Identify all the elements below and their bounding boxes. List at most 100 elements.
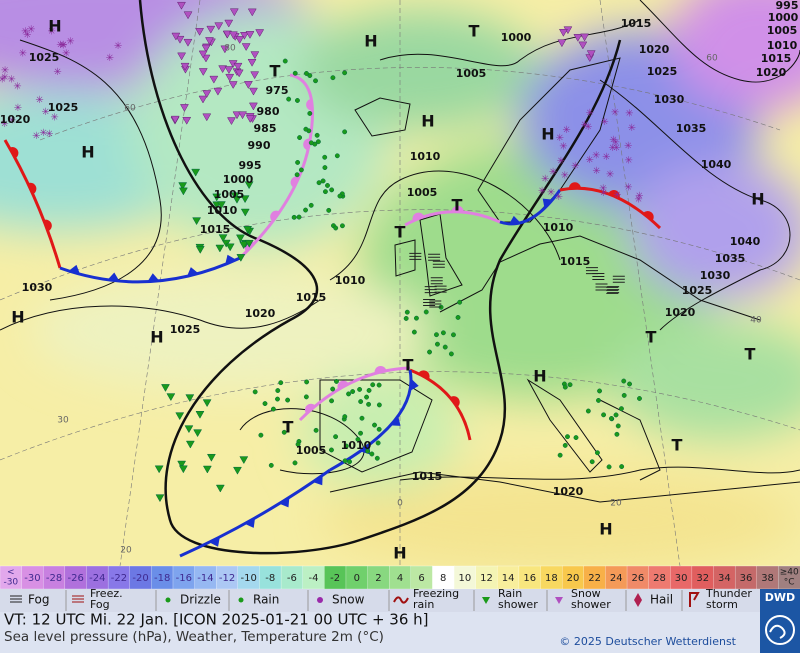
rain-symbol — [329, 398, 335, 404]
snow-symbol: ✳ — [635, 191, 643, 202]
isobar-label: 1025 — [170, 323, 201, 336]
shower-symbol — [177, 460, 187, 469]
front-semicircle — [304, 403, 316, 414]
scale-label: -28 — [46, 573, 62, 584]
rain-symbol — [597, 388, 603, 394]
shower-symbol — [233, 466, 242, 475]
scale-label: -12 — [219, 573, 235, 584]
front-semicircle — [643, 211, 654, 221]
scale-label: 8 — [440, 573, 446, 584]
snow-shower-symbol — [225, 73, 235, 82]
graticule-label: 40 — [750, 316, 762, 326]
snow-shower-symbol — [245, 31, 255, 39]
isobar-label: 1010 — [335, 274, 366, 287]
snow-symbol: ✳ — [562, 125, 570, 136]
scale-label: -20 — [132, 573, 148, 584]
rain-symbol — [358, 399, 364, 405]
legend-icon — [689, 592, 700, 607]
front-symbol — [608, 190, 620, 199]
snow-symbol: ✳ — [611, 107, 619, 118]
front-line — [298, 366, 411, 422]
rain-symbol — [278, 380, 284, 386]
isobar-label: 1025 — [29, 51, 60, 64]
isobar-label: 985 — [254, 122, 277, 135]
shower-symbol — [216, 201, 226, 210]
graticule-label: 30 — [57, 416, 69, 426]
rain-symbol — [275, 396, 280, 402]
snow-symbol: ✳ — [50, 113, 58, 124]
snow-shower-symbol — [586, 50, 596, 59]
snow-shower-symbol — [249, 87, 258, 96]
snow-symbol: ✳ — [599, 183, 607, 194]
pressure-center: T — [403, 356, 414, 375]
front-triangle — [68, 264, 81, 275]
rain-symbol — [596, 397, 601, 403]
front-symbol — [225, 254, 237, 265]
legend-label: Snow — [332, 593, 365, 607]
front-symbol — [147, 273, 160, 282]
pressure-center: H — [11, 308, 24, 327]
rain-symbol — [282, 58, 288, 64]
scale-label: 14 — [502, 573, 515, 584]
legend-label: Rain — [498, 587, 522, 600]
legend-icon — [10, 595, 22, 603]
scale-label: -4 — [309, 573, 319, 584]
snow-symbol: ✳ — [584, 122, 592, 133]
rain-symbol — [334, 153, 340, 159]
snow-shower-symbol — [206, 25, 216, 34]
snow-symbol: ✳ — [48, 27, 56, 38]
legend-icon — [317, 597, 323, 603]
legend-icon — [482, 597, 490, 604]
front-semicircle — [270, 210, 280, 222]
snow-shower-symbol — [224, 66, 234, 75]
rain-symbol — [601, 412, 607, 418]
front-semicircle — [450, 396, 460, 408]
isobar-label: 995 — [776, 0, 799, 12]
snow-shower-symbol — [227, 117, 236, 126]
snow-shower-symbol — [214, 22, 224, 31]
snow-shower-symbol — [198, 68, 208, 76]
isobar-label: 995 — [239, 159, 262, 172]
pressure-center: T — [283, 418, 294, 437]
front-symbol — [187, 267, 199, 277]
snow-symbol: ✳ — [59, 40, 67, 51]
rain-symbol — [292, 460, 298, 466]
snow-shower-symbol — [218, 65, 228, 74]
shower-symbol — [184, 425, 194, 434]
legend-icon — [393, 596, 409, 604]
legend-label: storm — [706, 598, 738, 611]
front-semicircle — [306, 98, 313, 111]
rain-symbol — [608, 416, 614, 421]
snow-shower-symbol — [228, 81, 238, 89]
shower-symbol — [178, 187, 188, 196]
rain-symbol — [375, 440, 381, 446]
shower-symbol — [239, 456, 249, 465]
scale-label: 12 — [480, 573, 493, 584]
fog-symbol — [409, 252, 422, 260]
fronts — [3, 73, 662, 558]
front-symbol — [450, 396, 460, 408]
coastlines — [319, 57, 800, 503]
snow-shower-symbol — [580, 33, 590, 42]
fog-symbol — [606, 286, 619, 294]
snow-symbol: ✳ — [114, 41, 122, 52]
isobar-label: 975 — [266, 84, 289, 97]
snow-shower-symbol — [220, 45, 230, 54]
snow-symbol: ✳ — [7, 74, 15, 85]
snow-shower-symbol — [229, 31, 238, 40]
rain-symbol — [366, 387, 372, 393]
rain-symbol — [613, 412, 619, 418]
isobar-label: 1020 — [0, 113, 31, 126]
map-labels: H102510251020H1030H1025H102010151010T975… — [0, 0, 799, 563]
rain-symbol — [427, 349, 432, 355]
snow-symbol: ✳ — [27, 25, 35, 36]
pressure-center: H — [541, 125, 554, 144]
front-semicircle — [9, 147, 19, 159]
shower-symbol — [225, 243, 235, 252]
fog-symbol — [423, 299, 436, 307]
front-triangle — [187, 267, 199, 277]
front-semicircle — [608, 190, 620, 199]
shower-symbol — [235, 234, 245, 243]
snow-symbol: ✳ — [8, 116, 16, 127]
snow-shower-symbol — [198, 95, 208, 104]
